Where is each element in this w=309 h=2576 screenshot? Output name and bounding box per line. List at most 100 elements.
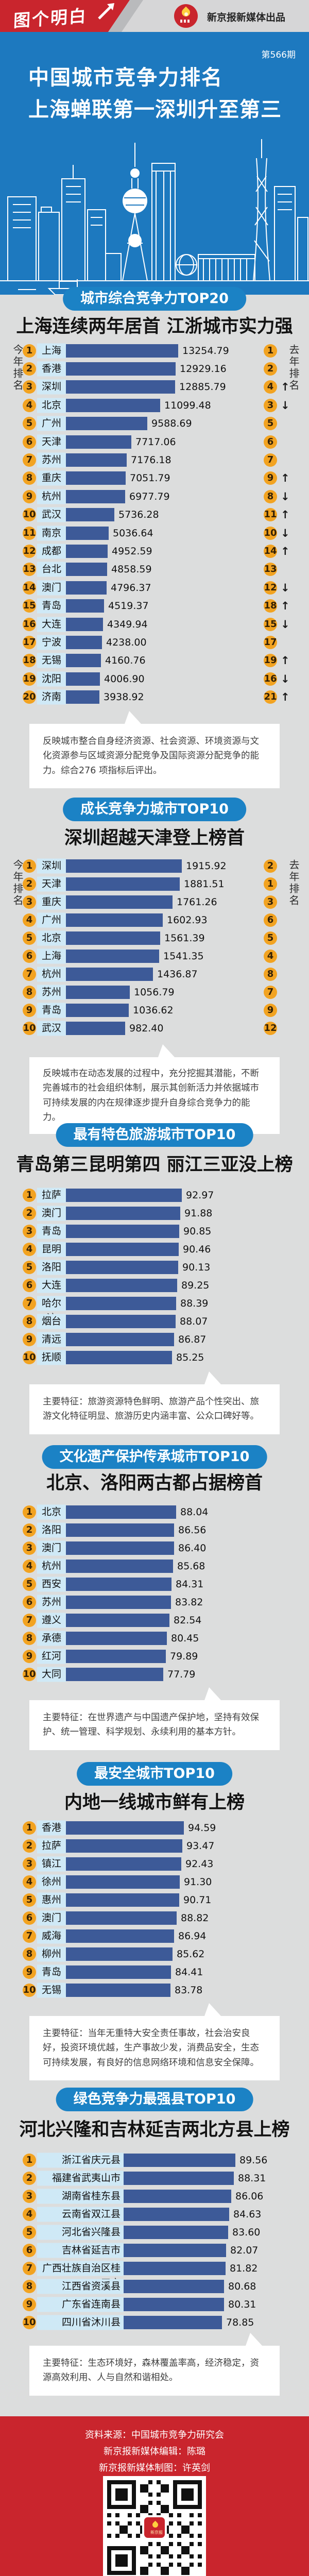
last-year-rank-badge: 18 bbox=[264, 599, 277, 613]
city-label: 香港 bbox=[41, 363, 61, 375]
value-label: 91.30 bbox=[184, 1876, 212, 1888]
rank-badge: 18 bbox=[23, 654, 36, 668]
chart-row: 6 大连 89.25 bbox=[0, 1276, 309, 1294]
rank-badge: 10 bbox=[23, 1667, 36, 1681]
value-bar bbox=[66, 635, 102, 649]
chart-row: 9 广东省连南县 80.31 bbox=[0, 2295, 309, 2313]
rank-badge: 8 bbox=[23, 1947, 36, 1961]
city-label: 吉林省延吉市 bbox=[61, 2244, 121, 2256]
city-label: 杭州 bbox=[41, 490, 61, 502]
city-chip: 吉林省延吉市 bbox=[37, 2243, 124, 2258]
rank-badge: 4 bbox=[23, 913, 36, 927]
city-label: 河北省兴隆县 bbox=[61, 2226, 121, 2238]
value-bar bbox=[124, 2207, 229, 2221]
city-chip: 杭州 bbox=[37, 967, 66, 981]
data-source-credit: 资料来源：中国城市竞争力研究会 bbox=[85, 2430, 224, 2441]
value-label: 83.60 bbox=[232, 2226, 261, 2238]
value-label: 81.82 bbox=[230, 2262, 258, 2274]
value-bar bbox=[66, 1260, 178, 1274]
rank-badge: 2 bbox=[23, 362, 36, 376]
city-chip: 拉萨 bbox=[37, 1838, 66, 1853]
value-bar bbox=[66, 617, 103, 631]
rank-badge: 8 bbox=[23, 1314, 36, 1328]
city-label: 杭州 bbox=[41, 1560, 61, 1571]
rank-badge: 12 bbox=[23, 544, 36, 558]
city-label: 澳门 bbox=[41, 582, 61, 594]
city-chip: 青岛 bbox=[37, 598, 66, 614]
value-bar bbox=[66, 1613, 169, 1627]
value-label: 1761.26 bbox=[177, 896, 217, 908]
value-bar bbox=[66, 877, 180, 891]
section-pill-heritage: 文化遗产保护传承城市TOP10 bbox=[42, 1445, 267, 1469]
rank-badge: 13 bbox=[23, 563, 36, 577]
city-chip: 青岛 bbox=[37, 1003, 66, 1018]
value-bar bbox=[66, 1839, 182, 1853]
value-label: 80.45 bbox=[171, 1632, 199, 1644]
city-label: 台北 bbox=[41, 563, 61, 575]
value-label: 77.79 bbox=[167, 1668, 196, 1680]
rank-badge: 19 bbox=[23, 672, 36, 686]
value-bar bbox=[124, 2315, 222, 2329]
chart-row: 5 西安 84.31 bbox=[0, 1575, 309, 1593]
chart-row: 6 苏州 83.82 bbox=[0, 1593, 309, 1611]
value-label: 1602.93 bbox=[167, 914, 208, 926]
rank-badge: 17 bbox=[23, 635, 36, 649]
header-red-panel bbox=[0, 0, 130, 32]
value-label: 88.82 bbox=[181, 1912, 209, 1924]
hero-banner: 第566期 中国城市竞争力排名 上海蝉联第一深圳升至第三 bbox=[0, 32, 309, 295]
city-chip: 重庆 bbox=[37, 470, 66, 486]
chart-row: 6 天津 7717.06 6 bbox=[0, 433, 309, 451]
city-chip: 广东省连南县 bbox=[37, 2297, 124, 2312]
rank-badge: 3 bbox=[23, 1224, 36, 1238]
value-bar bbox=[66, 1911, 177, 1925]
value-bar bbox=[66, 563, 107, 577]
note-text: 主要特征：当年无重特大安全责任事故，社会治安良好，投资环境优越，生产事故少发，消… bbox=[43, 2028, 259, 2068]
city-label: 广州 bbox=[41, 417, 61, 429]
city-chip: 济南 bbox=[37, 689, 66, 705]
shanghai-skyline-illustration bbox=[0, 139, 309, 295]
city-chip: 青岛 bbox=[37, 1224, 66, 1239]
value-bar bbox=[66, 398, 160, 412]
last-year-rank-badge: 8 bbox=[264, 489, 277, 503]
city-chip: 深圳 bbox=[37, 858, 66, 873]
rank-badge: 3 bbox=[23, 1541, 36, 1555]
city-label: 天津 bbox=[41, 878, 61, 889]
bar-chart-growth: 1 深圳 1915.92 2 2 天津 1881.51 1 3 重庆 1761.26 3 4 广州 1602… bbox=[0, 857, 309, 1037]
city-label: 红河 bbox=[41, 1650, 61, 1662]
note-callout: 主要特征：旅游资源特色鲜明、旅游产品个性突出、旅游文化特征明显、旅游历史内涵丰富… bbox=[29, 1371, 280, 1434]
value-label: 88.07 bbox=[180, 1315, 208, 1327]
section-pill-growth: 成长竞争力城市TOP10 bbox=[63, 798, 246, 821]
section-pill-tourism: 最有特色旅游城市TOP10 bbox=[56, 1123, 253, 1147]
rank-badge: 6 bbox=[23, 1278, 36, 1292]
callout-pointer bbox=[125, 711, 141, 724]
designer-credit: 新京报新媒体制图：许英剑 bbox=[99, 2463, 210, 2473]
value-label: 1436.87 bbox=[157, 968, 198, 980]
city-label: 无锡 bbox=[41, 654, 61, 666]
city-label: 青岛 bbox=[41, 1966, 61, 1977]
value-bar bbox=[66, 599, 104, 613]
chart-row: 10 无锡 83.78 bbox=[0, 1981, 309, 1999]
value-bar bbox=[66, 453, 127, 467]
city-chip: 香港 bbox=[37, 1820, 66, 1835]
rank-badge: 2 bbox=[23, 2171, 36, 2185]
rank-badge: 6 bbox=[23, 949, 36, 963]
chart-row: 5 洛阳 90.13 bbox=[0, 1258, 309, 1276]
city-label: 柳州 bbox=[41, 1948, 61, 1959]
value-bar bbox=[66, 508, 114, 522]
value-bar bbox=[66, 1206, 180, 1220]
trend-down-icon: ↓ bbox=[281, 581, 290, 594]
flame-core-icon bbox=[184, 12, 188, 16]
city-label: 宁波 bbox=[41, 636, 61, 648]
chart-row: 11 南京 5036.64 10 ↓ bbox=[0, 524, 309, 542]
bar-chart-tourism: 1 拉萨 92.97 2 澳门 91.88 3 青岛 90.85 4 昆明 90.46 5 洛阳 90.13… bbox=[0, 1186, 309, 1366]
chart-row: 6 澳门 88.82 bbox=[0, 1909, 309, 1927]
value-bar bbox=[66, 489, 125, 503]
city-chip: 广州 bbox=[37, 416, 66, 431]
rank-badge: 3 bbox=[23, 380, 36, 394]
city-label: 重庆 bbox=[41, 896, 61, 907]
trend-down-icon: ↓ bbox=[281, 490, 290, 503]
city-label: 北京 bbox=[41, 399, 61, 411]
value-label: 12885.79 bbox=[179, 381, 226, 393]
value-label: 92.97 bbox=[186, 1189, 214, 1201]
